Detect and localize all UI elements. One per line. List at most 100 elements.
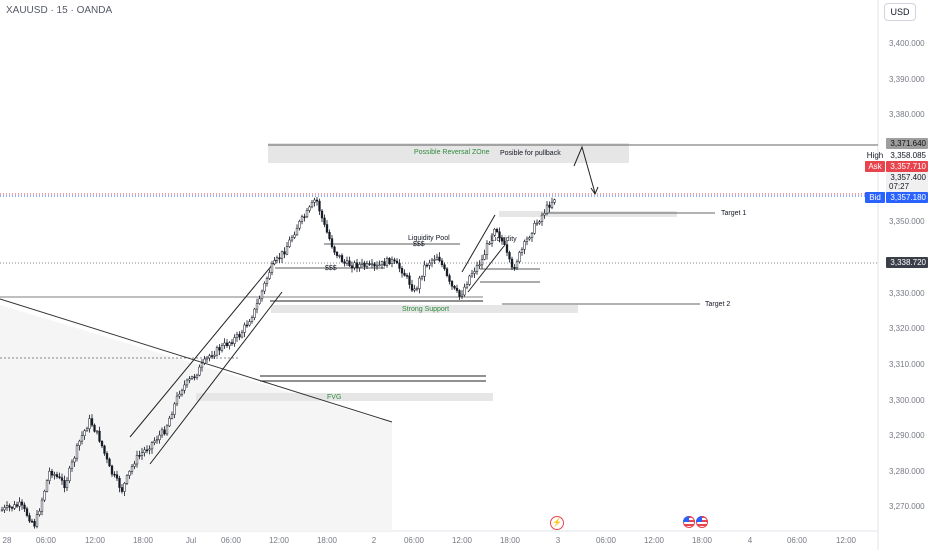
time-label: 4	[747, 536, 753, 545]
candle-body	[145, 449, 149, 452]
candle-body	[498, 231, 501, 239]
liquidity-label[interactable]: Liquidity	[491, 236, 517, 243]
candle-body	[300, 216, 304, 222]
candle-body	[10, 507, 14, 509]
channel-upper-line[interactable]	[129, 257, 279, 438]
candle-body	[420, 275, 424, 279]
candle-body	[405, 275, 409, 277]
candle-body	[153, 440, 156, 443]
candle-body	[403, 272, 406, 276]
dollars-label-pool[interactable]: $$$	[413, 241, 425, 248]
candle-body	[465, 284, 469, 288]
candle-body	[490, 234, 494, 244]
candle-body	[180, 390, 184, 395]
candle-body	[173, 403, 176, 415]
candle-body	[85, 428, 89, 432]
candle-body	[500, 237, 504, 242]
candle-body	[155, 439, 159, 442]
pullback-label[interactable]: Posible for pullback	[500, 150, 561, 157]
candle-body	[445, 268, 449, 276]
price-label: 3,320.000	[889, 324, 925, 333]
candle-body	[175, 395, 179, 405]
candle-body	[63, 480, 66, 489]
fvg-box	[196, 393, 493, 401]
bid-price: 3,357.180	[886, 192, 928, 203]
us-flag-icon[interactable]	[683, 516, 695, 528]
candle-body	[305, 210, 309, 218]
time-label: 12:00	[643, 536, 665, 545]
candle-body	[350, 265, 354, 268]
candle-body	[25, 508, 29, 516]
candle-body	[75, 445, 79, 459]
candle-body	[473, 271, 476, 274]
target2-label[interactable]: Target 2	[705, 301, 731, 308]
candle-body	[228, 342, 231, 346]
channel2-lower-line[interactable]	[467, 245, 505, 293]
channel2-upper-line[interactable]	[461, 214, 496, 273]
pullback-arrow-path[interactable]	[573, 145, 596, 194]
candle-body	[395, 260, 399, 264]
target1-label[interactable]: Target 1	[721, 210, 747, 217]
candle-body	[375, 264, 379, 267]
candle-body	[18, 501, 21, 507]
candle-body	[438, 256, 441, 262]
candle-body	[280, 251, 284, 259]
candle-body	[530, 233, 534, 238]
reversal-zone-label[interactable]: Possible Reversal ZOne	[414, 149, 490, 156]
candle-body	[373, 263, 376, 267]
candle-body	[470, 273, 474, 277]
channel-lower-line[interactable]	[149, 291, 283, 465]
candle-body	[448, 275, 451, 282]
candle-body	[220, 345, 224, 351]
candle-body	[313, 199, 316, 203]
candle-body	[528, 237, 531, 240]
candle-body	[390, 259, 394, 265]
candle-body	[83, 430, 86, 436]
us-flag-icon[interactable]	[696, 516, 708, 528]
candle-body	[240, 332, 244, 338]
candle-body	[428, 262, 431, 266]
candle-body	[520, 249, 524, 253]
candle-body	[393, 259, 396, 262]
candle-body	[533, 222, 536, 234]
candle-body	[238, 334, 241, 338]
candle-body	[28, 515, 31, 522]
ask-tag: Ask	[865, 161, 885, 172]
candle-body	[278, 257, 281, 260]
candle-body	[400, 268, 404, 274]
candle-body	[545, 204, 549, 214]
candle-body	[505, 244, 509, 253]
currency-button[interactable]: USD	[884, 3, 916, 21]
candle-body	[110, 465, 114, 475]
candle-body	[508, 252, 511, 260]
candle-body	[355, 262, 359, 268]
candle-body	[518, 252, 521, 263]
candle-body	[415, 288, 419, 290]
time-label: 06:00	[595, 536, 617, 545]
candle-body	[525, 238, 529, 242]
candle-body	[160, 429, 164, 436]
candle-body	[298, 221, 301, 229]
lightning-icon[interactable]: ⚡	[550, 516, 564, 530]
candle-body	[115, 474, 119, 479]
liquidity-pool-label[interactable]: Liquidity Pool	[408, 235, 450, 242]
candle-body	[315, 199, 319, 202]
candle-body	[283, 251, 286, 255]
candle-body	[303, 216, 306, 218]
candle-body	[140, 452, 144, 456]
dollars-label-left[interactable]: $$$	[325, 265, 337, 272]
candle-body	[13, 504, 16, 509]
candle-body	[45, 480, 49, 492]
strong-support-label[interactable]: Strong Support	[402, 306, 450, 313]
candle-body	[205, 357, 209, 360]
fvg-label[interactable]: FVG	[327, 394, 342, 401]
candle-body	[190, 376, 194, 380]
candle-body	[203, 358, 206, 364]
candle-body	[453, 286, 456, 289]
candle-body	[450, 281, 454, 287]
candle-body	[325, 224, 329, 233]
trendline-descending[interactable]	[0, 298, 393, 423]
price-label: 3,390.000	[889, 75, 925, 84]
candle-body	[3, 507, 6, 511]
